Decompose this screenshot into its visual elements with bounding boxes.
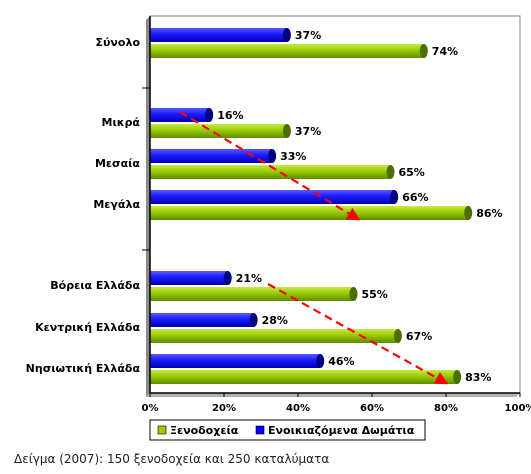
x-tick-label: 20% xyxy=(212,403,236,414)
value-label-rooms: 37% xyxy=(295,29,321,42)
bar-rooms-body xyxy=(150,28,287,42)
bar-hotels-cap xyxy=(393,329,402,343)
legend-label: Ενοικιαζόμενα Δωμάτια xyxy=(268,424,415,437)
bar-hotels-cap xyxy=(419,44,428,58)
trend-arrow-size xyxy=(179,111,361,221)
bar-rooms xyxy=(150,149,277,163)
sample-footnote: Δείγμα (2007): 150 ξενοδοχεία και 250 κα… xyxy=(14,452,330,466)
x-tick-label: 100% xyxy=(505,403,531,414)
value-label-rooms: 33% xyxy=(280,150,306,163)
value-label-rooms: 21% xyxy=(236,272,262,285)
value-label-hotels: 65% xyxy=(399,166,425,179)
bar-hotels xyxy=(150,44,428,58)
legend-swatch xyxy=(255,425,265,435)
bar-rooms xyxy=(150,313,258,327)
value-label-hotels: 86% xyxy=(476,207,502,220)
bar-hotels xyxy=(150,206,473,220)
plot-floor xyxy=(146,393,520,397)
bar-rooms-body xyxy=(150,108,210,122)
bar-rooms-cap xyxy=(268,149,277,163)
category-label: Μικρά xyxy=(102,116,141,129)
legend: Ξενοδοχεία Ενοικιαζόμενα Δωμάτια xyxy=(149,419,426,441)
plot-side-wall xyxy=(146,16,150,397)
trend-arrow-region xyxy=(267,283,449,385)
bar-hotels xyxy=(150,329,402,343)
bar-hotels-body xyxy=(150,287,354,301)
legend-label: Ξενοδοχεία xyxy=(170,424,239,437)
legend-swatch xyxy=(157,425,167,435)
value-label-rooms: 16% xyxy=(217,109,243,122)
bar-rooms xyxy=(150,354,325,368)
bar-hotels-cap xyxy=(464,206,473,220)
bar-hotels-body xyxy=(150,124,287,138)
bar-rooms xyxy=(150,28,291,42)
bar-hotels-cap xyxy=(349,287,358,301)
bar-rooms xyxy=(150,271,232,285)
bar-rooms-cap xyxy=(249,313,258,327)
bar-rooms-body xyxy=(150,271,228,285)
bar-hotels-body xyxy=(150,329,398,343)
category-label: Σύνολο xyxy=(95,36,140,49)
category-label: Κεντρική Ελλάδα xyxy=(35,321,140,334)
bar-hotels xyxy=(150,287,358,301)
value-label-rooms: 66% xyxy=(402,191,428,204)
bar-rooms-cap xyxy=(223,271,232,285)
bar-rooms-body xyxy=(150,354,321,368)
x-axis: 0% 20% 40% 60% 80% 100% xyxy=(142,16,531,414)
bar-hotels xyxy=(150,370,462,384)
legend-box xyxy=(149,419,426,441)
value-label-rooms: 46% xyxy=(328,355,354,368)
x-tick-label: 60% xyxy=(360,403,384,414)
bar-hotels-body xyxy=(150,44,424,58)
x-tick-label: 80% xyxy=(434,403,458,414)
bars-layer xyxy=(150,28,473,384)
bar-rooms xyxy=(150,108,214,122)
bar-hotels xyxy=(150,165,395,179)
bar-hotels-cap xyxy=(282,124,291,138)
labels-layer: Σύνολο 37% 74% Μικρά 16% 37% Μεσαία 33% 65% Μεγάλ… xyxy=(26,29,503,384)
bar-rooms-cap xyxy=(316,354,325,368)
category-label: Μεσαία xyxy=(95,157,140,170)
trend-arrows xyxy=(179,111,449,385)
bar-hotels-body xyxy=(150,206,469,220)
x-tick-label: 40% xyxy=(286,403,310,414)
bar-rooms-body xyxy=(150,313,254,327)
x-tick-label: 0% xyxy=(142,403,159,414)
bar-rooms-body xyxy=(150,190,395,204)
value-label-hotels: 74% xyxy=(432,45,458,58)
category-label: Μεγάλα xyxy=(93,198,140,211)
bar-rooms-cap xyxy=(205,108,214,122)
category-label: Βόρεια Ελλάδα xyxy=(50,279,140,292)
bar-rooms-cap xyxy=(282,28,291,42)
bar-hotels xyxy=(150,124,291,138)
value-label-hotels: 83% xyxy=(465,371,491,384)
value-label-hotels: 67% xyxy=(406,330,432,343)
bar-rooms-body xyxy=(150,149,273,163)
value-label-rooms: 28% xyxy=(262,314,288,327)
bar-rooms xyxy=(150,190,399,204)
value-label-hotels: 37% xyxy=(295,125,321,138)
bar-hotels-cap xyxy=(453,370,462,384)
bar-hotels-body xyxy=(150,165,391,179)
bar-rooms-cap xyxy=(390,190,399,204)
value-label-hotels: 55% xyxy=(362,288,388,301)
bar-hotels-cap xyxy=(386,165,395,179)
bar-hotels-body xyxy=(150,370,458,384)
category-label: Νησιωτική Ελλάδα xyxy=(26,362,141,375)
